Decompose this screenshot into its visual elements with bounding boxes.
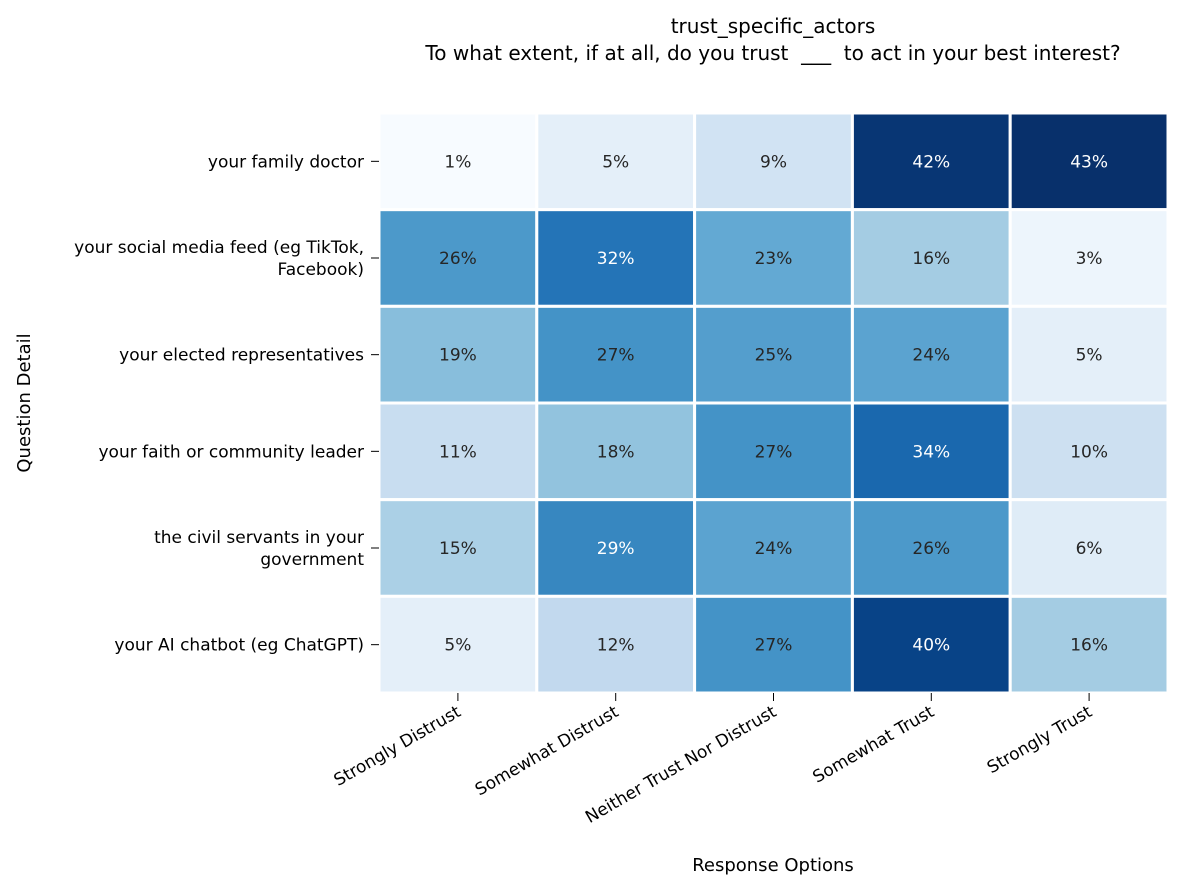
x-tick-label: Strongly Trust: [984, 702, 1096, 778]
cell-value-label: 11%: [439, 442, 477, 462]
x-axis-label: Response Options: [692, 855, 854, 876]
cell-value-label: 16%: [1070, 636, 1108, 656]
heatmap-cell: [535, 498, 697, 598]
cell-value-label: 18%: [597, 442, 635, 462]
cell-value-label: 6%: [1076, 539, 1103, 559]
x-tick-label: Somewhat Distrust: [472, 702, 623, 800]
heatmap-cell: [693, 498, 854, 598]
cell-value-label: 27%: [755, 442, 793, 462]
y-tick-label: your social media feed (eg TikTok, Facebo…: [74, 238, 364, 280]
cell-value-label: 1%: [444, 152, 471, 172]
cell-value-label: 27%: [755, 636, 793, 656]
y-tick-label: your elected representatives: [119, 346, 364, 366]
cell-value-label: 27%: [597, 346, 635, 366]
cell-value-label: 26%: [439, 249, 477, 269]
cell-value-label: 12%: [597, 636, 635, 656]
heatmap-cell: [850, 304, 1012, 405]
cell-value-label: 32%: [597, 249, 635, 269]
cell-value-label: 40%: [912, 636, 950, 656]
cell-value-label: 24%: [912, 346, 950, 366]
heatmap-cells: [377, 111, 1170, 695]
cell-value-label: 43%: [1070, 152, 1108, 172]
cell-value-label: 5%: [602, 152, 629, 172]
cell-value-label: 9%: [760, 152, 787, 172]
y-axis-label: Question Detail: [14, 333, 35, 472]
heatmap-cell: [1008, 401, 1170, 502]
chart-title: trust_specific_actors: [671, 14, 876, 38]
x-tick-label: Somewhat Trust: [810, 702, 939, 788]
cell-value-label: 19%: [439, 346, 477, 366]
cell-value-label: 5%: [1076, 346, 1103, 366]
cell-value-label: 16%: [912, 249, 950, 269]
cell-value-label: 23%: [755, 249, 793, 269]
heatmap-cell: [535, 111, 697, 212]
heatmap-cell: [535, 401, 697, 502]
y-tick-label: your family doctor: [208, 152, 364, 172]
x-tick-label: Strongly Distrust: [331, 702, 465, 791]
heatmap-cell: [693, 208, 854, 308]
heatmap-cell: [693, 401, 854, 502]
cell-value-label: 3%: [1076, 249, 1103, 269]
heatmap-cell: [535, 304, 697, 405]
heatmap-cell: [850, 401, 1012, 502]
cell-value-label: 29%: [597, 539, 635, 559]
y-tick-label: your AI chatbot (eg ChatGPT): [114, 636, 364, 656]
heatmap-cell: [1008, 208, 1170, 308]
cell-value-label: 15%: [439, 539, 477, 559]
cell-value-label: 24%: [755, 539, 793, 559]
heatmap-cell: [377, 498, 539, 598]
heatmap-cell: [693, 594, 854, 695]
y-tick-label: the civil servants in your government: [154, 528, 364, 570]
cell-value-label: 42%: [912, 152, 950, 172]
cell-value-label: 34%: [912, 442, 950, 462]
cell-value-label: 5%: [444, 636, 471, 656]
heatmap-cell-labels: 1% 5% 9% 42% 43% 26% 32% 23% 16% 3% 19% 27% 25% 24% 5%…: [439, 152, 1108, 655]
y-axis-ticks: your family doctor your social media feed…: [74, 152, 379, 656]
heatmap-cell: [535, 594, 697, 695]
heatmap-cell: [850, 594, 1012, 695]
chart-subtitle: To what extent, if at all, do you trust …: [424, 41, 1120, 65]
heatmap-cell: [1008, 594, 1170, 695]
cell-value-label: 25%: [755, 346, 793, 366]
cell-value-label: 26%: [912, 539, 950, 559]
x-axis-ticks: Strongly Distrust Somewhat DistrustNeithe…: [331, 693, 1096, 828]
y-tick-label: your faith or community leader: [98, 442, 364, 462]
cell-value-label: 10%: [1070, 442, 1108, 462]
